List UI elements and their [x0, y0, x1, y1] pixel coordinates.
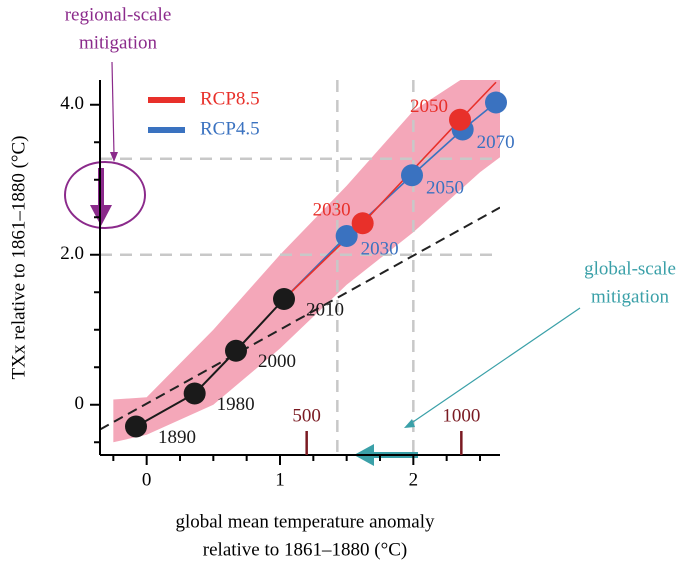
point-label: 2000 [258, 351, 296, 372]
x-tick-label: 2 [409, 469, 419, 490]
point-label: 2070 [477, 132, 515, 153]
x-tick-label: 0 [142, 469, 152, 490]
annotation-text: mitigation [591, 286, 670, 307]
point-label: 2050 [410, 96, 448, 117]
x-axis-label: global mean temperature anomaly [175, 511, 435, 532]
point-label: 1980 [217, 394, 255, 415]
data-point [125, 415, 147, 438]
legend-label: RCP8.5 [200, 88, 260, 109]
emission-tick-label: 1000 [442, 405, 480, 426]
data-point [183, 382, 206, 405]
annotation-text: mitigation [79, 32, 158, 53]
annotation-pointer [409, 307, 581, 425]
data-point [401, 164, 423, 187]
y-axis-label: TXx relative to 1861–1880 (°C) [8, 136, 29, 380]
point-label: 2030 [361, 238, 399, 259]
fit-line [100, 206, 500, 431]
point-label: 2010 [306, 299, 344, 320]
y-tick-label: 0 [75, 393, 85, 414]
data-point [449, 108, 471, 131]
y-tick-label: 2.0 [60, 243, 84, 264]
series-line [135, 298, 285, 428]
y-tick-label: 4.0 [60, 93, 84, 114]
annotation-text: regional-scale [65, 4, 172, 25]
point-label: 2050 [426, 178, 464, 199]
emission-tick-label: 500 [292, 405, 321, 426]
data-point [485, 91, 507, 114]
data-point [335, 225, 358, 247]
annotation-pointer-head [110, 152, 118, 162]
point-label: 1890 [158, 427, 196, 448]
legend-label: RCP4.5 [200, 118, 260, 139]
annotation-text: global-scale [584, 258, 676, 279]
annotation-circle [64, 161, 146, 229]
x-axis-label: relative to 1861–1880 (°C) [203, 539, 407, 560]
x-tick-label: 1 [275, 469, 285, 490]
data-point [351, 212, 374, 235]
point-label: 2030 [313, 200, 351, 221]
data-point [225, 339, 247, 362]
data-point [273, 288, 295, 310]
annotation-pointer [111, 61, 115, 156]
annotation-pointer-head [404, 419, 415, 428]
